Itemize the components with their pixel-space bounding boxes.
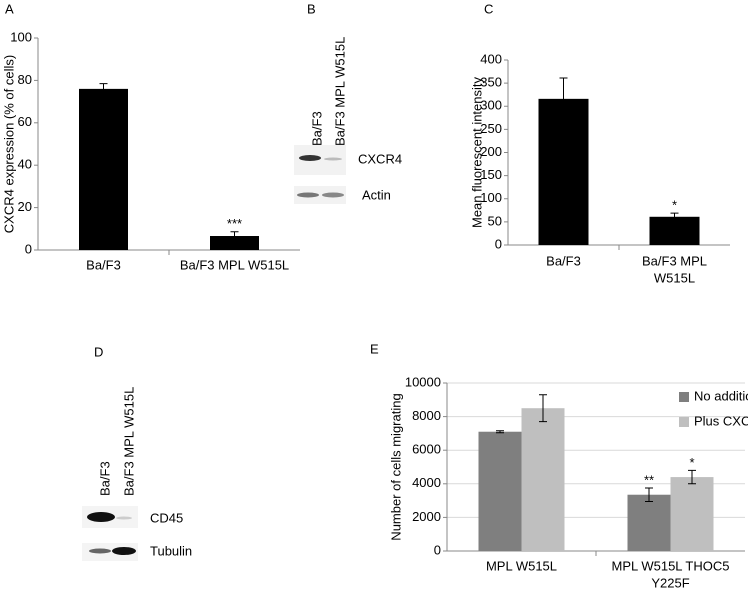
y-tick-label: 350 [480,75,502,90]
blot-band [112,547,136,555]
y-tick-label: 200 [480,144,502,159]
panel-letter: E [370,341,379,356]
bar [649,216,700,245]
bar [521,408,565,551]
error-bar [539,394,547,423]
band-label: Actin [362,187,391,202]
blot-band [324,157,342,161]
y-tick-label: 20 [18,199,32,214]
panel-letter: C [484,1,493,16]
y-tick-label: 100 [10,29,32,44]
significance: * [689,455,694,470]
blot-band [297,192,319,198]
blot-band [116,516,132,520]
blot-membrane [294,186,346,204]
lane-label: Ba/F3 [309,111,324,146]
y-tick-label: 40 [18,157,32,172]
error-bar [496,430,504,434]
y-tick-label: 10000 [405,374,441,389]
significance: * [672,198,677,213]
lane-label: Ba/F3 MPL W515L [332,37,347,146]
bar [210,236,259,250]
y-axis-label: Number of cells migrating [388,393,403,540]
y-tick-label: 400 [480,51,502,66]
panel-letter: B [307,1,316,16]
blot-band [89,548,111,554]
panel-letter: A [5,1,14,16]
y-tick-label: 6000 [412,442,441,457]
error-bar [688,469,696,485]
x-tick-label: Ba/F3 [546,253,581,268]
band-label: CXCR4 [358,151,402,166]
y-tick-label: 8000 [412,408,441,423]
x-tick-label: Ba/F3 [86,257,121,272]
y-tick-label: 300 [480,98,502,113]
legend-label: No addition [694,388,748,403]
error-bar [645,487,653,502]
x-tick-label: MPL W515L THOC5 [611,558,729,573]
y-tick-label: 60 [18,114,32,129]
blot-band [322,192,344,198]
band-label: Tubulin [150,543,192,558]
significance: *** [227,216,242,231]
bar [79,88,128,250]
error-bar [99,83,108,95]
y-tick-label: 2000 [412,509,441,524]
y-tick-label: 0 [434,542,441,557]
legend-swatch [679,417,689,427]
blot-band [299,155,321,161]
panel-letter: D [94,344,103,359]
y-axis-label: Mean fluorescent intensity [469,76,484,228]
y-tick-label: 50 [488,213,502,228]
bar [627,494,671,551]
x-tick-label: MPL W515L [486,558,557,573]
legend-label: Plus CXCL12 [694,413,748,428]
lane-label: Ba/F3 [97,461,112,496]
y-tick-label: 4000 [412,475,441,490]
y-tick-label: 80 [18,72,32,87]
legend-swatch [679,392,689,402]
error-bar [670,212,679,221]
lane-label: Ba/F3 MPL W515L [121,387,136,496]
significance: ** [644,472,654,487]
y-tick-label: 150 [480,167,502,182]
band-label: CD45 [150,510,183,525]
error-bar [559,77,568,121]
x-tick-label: Ba/F3 MPL W515L [180,257,289,272]
bar [670,477,714,551]
blot-band [87,512,115,522]
bar [538,98,589,245]
y-axis-label: CXCR4 expression (% of cells) [1,55,16,233]
y-tick-label: 250 [480,121,502,136]
y-tick-label: 0 [25,241,32,256]
bar [478,431,522,551]
x-tick-label: Y225F [651,575,689,590]
y-tick-label: 0 [495,236,502,251]
x-tick-label: Ba/F3 MPL [642,253,707,268]
error-bar [230,231,239,241]
x-tick-label: W515L [654,270,695,285]
y-tick-label: 100 [480,190,502,205]
